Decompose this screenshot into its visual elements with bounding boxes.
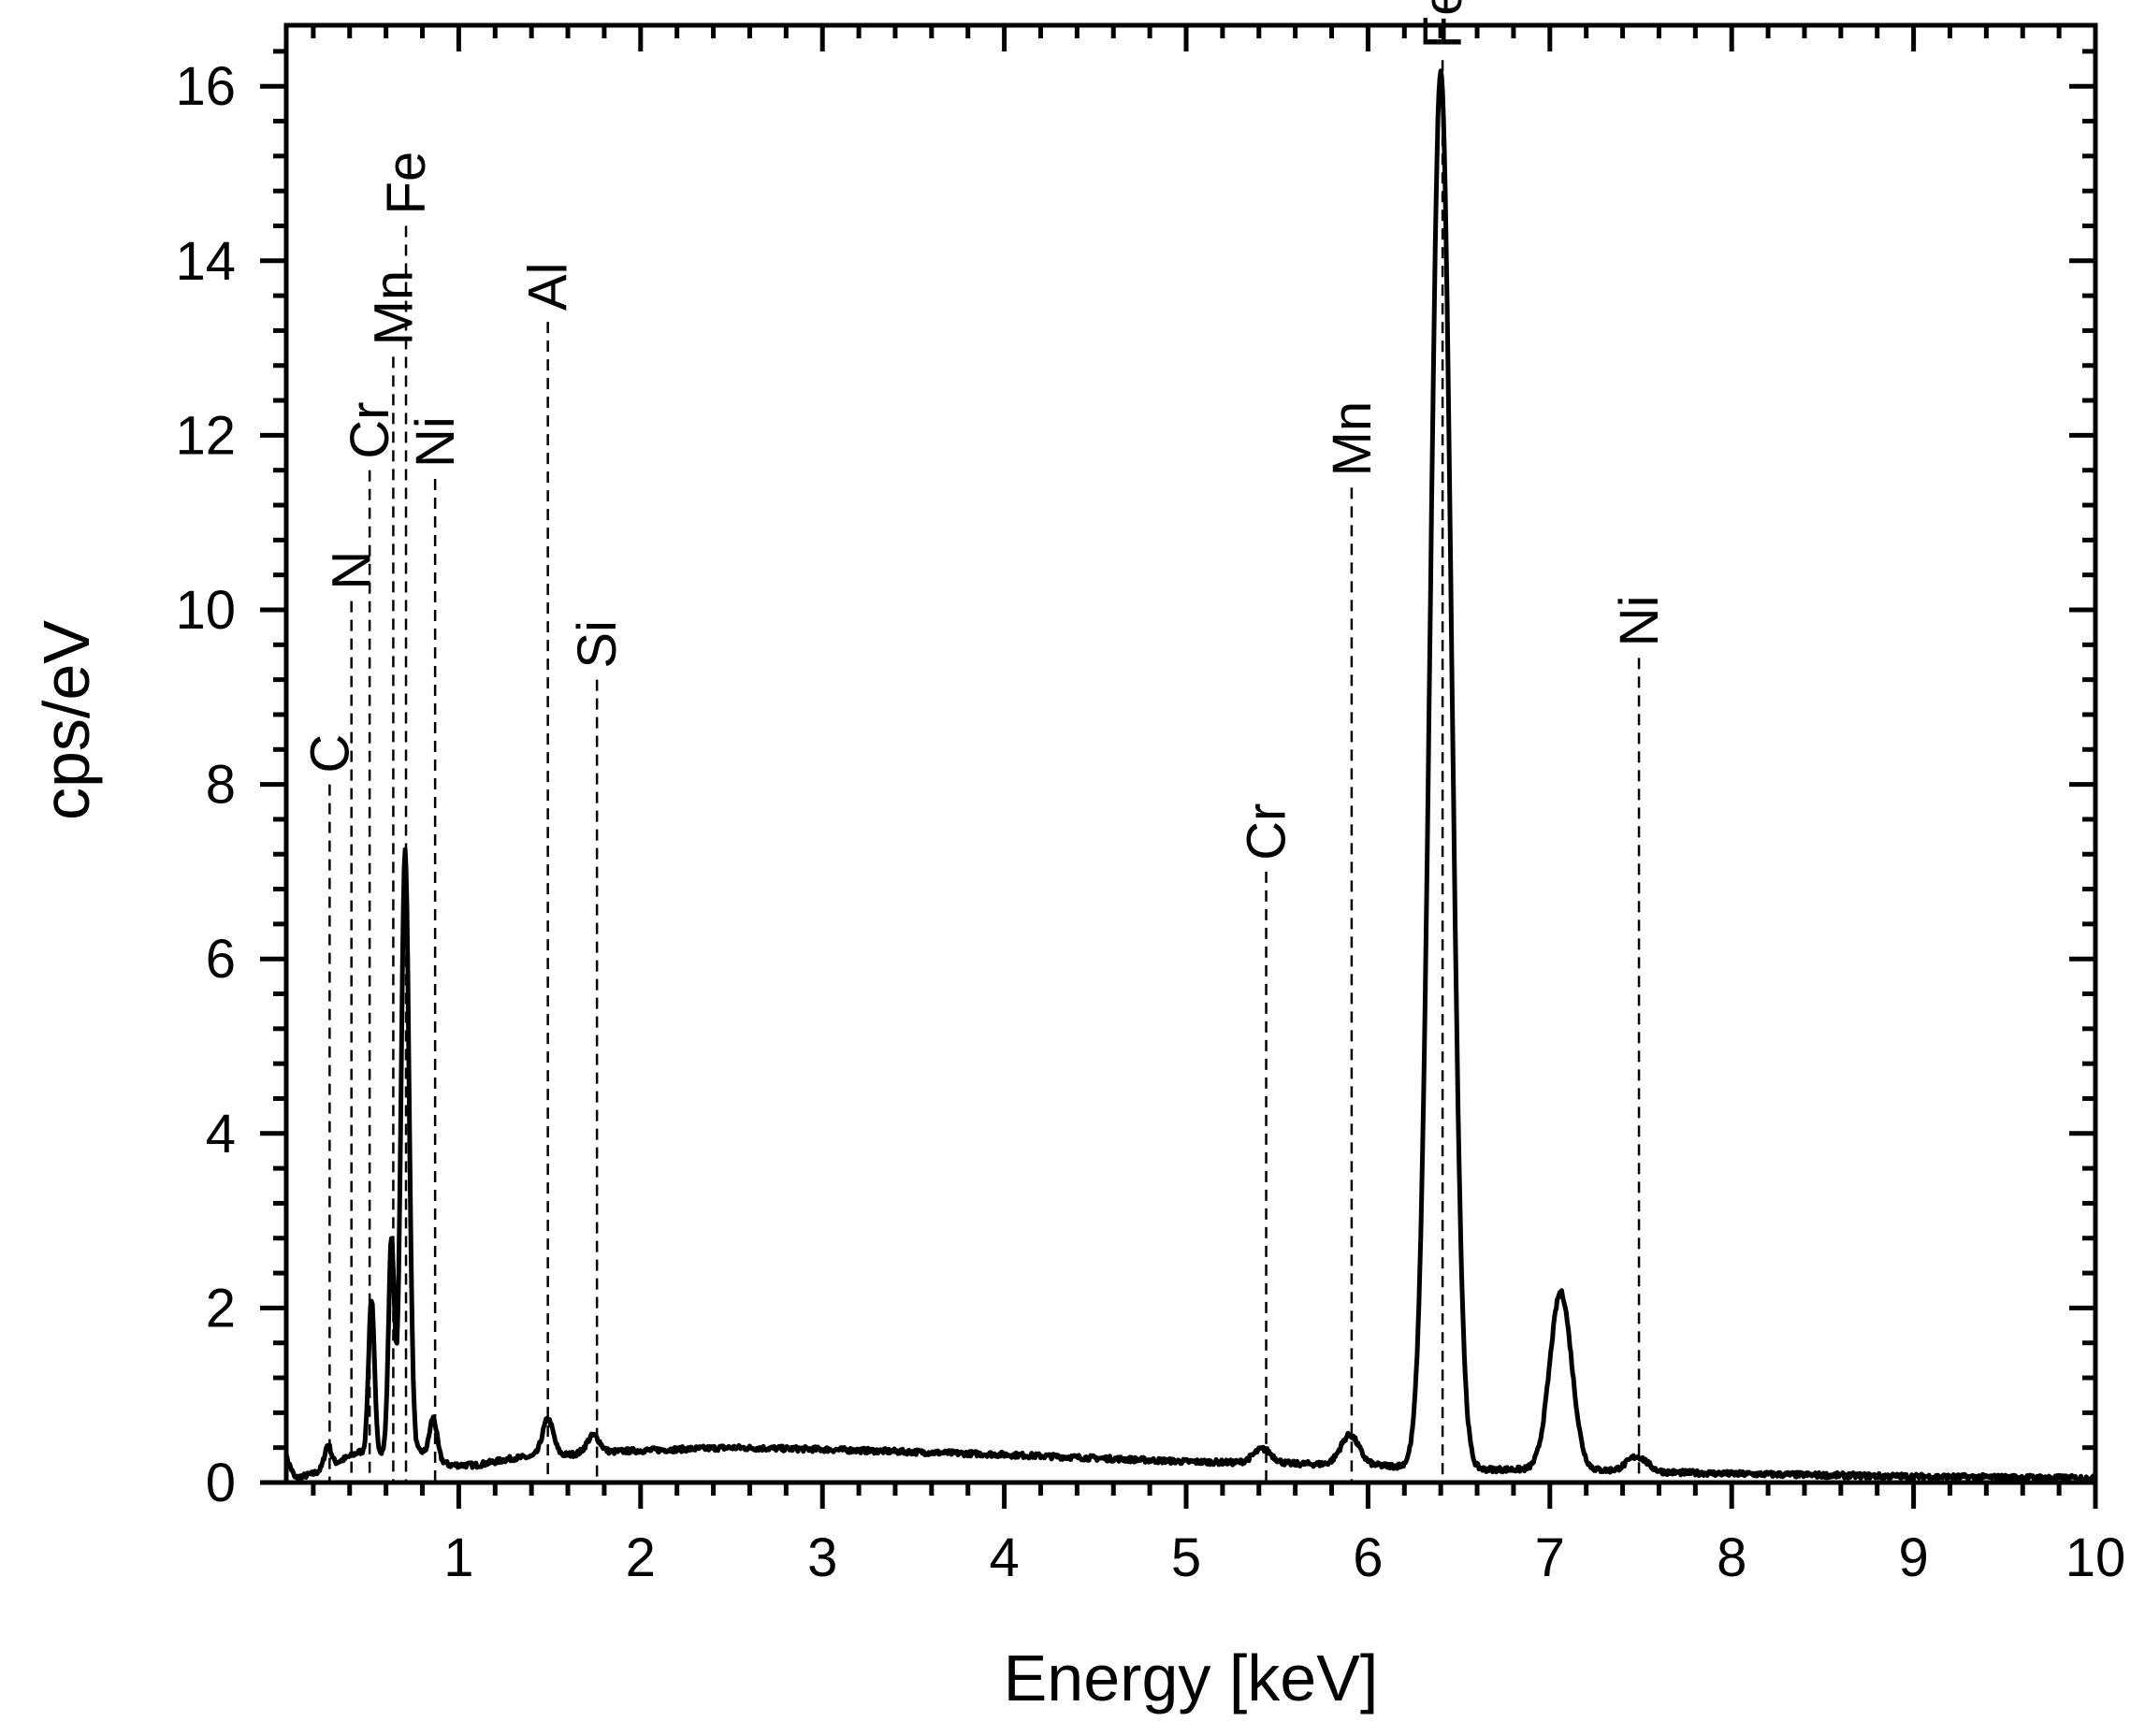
y-tick-label: 4 <box>206 1104 236 1165</box>
y-tick-label: 6 <box>206 929 236 990</box>
element-label: Cr <box>1237 803 1297 861</box>
x-tick-label: 5 <box>1171 1527 1201 1588</box>
x-tick-label: 1 <box>443 1527 473 1588</box>
x-tick-label: 2 <box>626 1527 656 1588</box>
element-label: Ni <box>1609 596 1670 647</box>
element-label: Si <box>567 620 628 669</box>
plot-frame <box>283 22 2098 1485</box>
y-tick-labels: 0 2 4 6 8 10 12 14 16 <box>175 56 236 1513</box>
x-tick-label: 6 <box>1353 1527 1383 1588</box>
y-axis-title: cps/eV <box>30 620 103 820</box>
x-tick-label: 8 <box>1717 1527 1746 1588</box>
x-tick-label: 7 <box>1535 1527 1565 1588</box>
x-tick-label: 9 <box>1898 1527 1928 1588</box>
y-tick-label: 8 <box>206 755 236 816</box>
element-label: C <box>299 734 360 774</box>
x-axis-title: Energy [keV] <box>1004 1642 1379 1714</box>
element-label: Fe <box>376 152 437 215</box>
x-tick-label: 3 <box>807 1527 837 1588</box>
x-tick-label: 4 <box>989 1527 1019 1588</box>
spectrum-line <box>283 68 2098 1483</box>
y-tick-label: 0 <box>206 1453 236 1513</box>
y-tick-label: 10 <box>175 580 236 641</box>
x-tick-label: 10 <box>2065 1527 2126 1588</box>
y-tick-label: 2 <box>206 1278 236 1338</box>
x-tick-labels: 1 2 3 4 5 6 7 8 9 10 <box>443 1527 2125 1588</box>
element-label: Mn <box>363 270 424 346</box>
y-tick-label: 14 <box>175 231 236 292</box>
element-label: Mn <box>1322 401 1383 477</box>
y-tick-label: 12 <box>175 405 236 466</box>
element-label: N <box>322 551 383 590</box>
element-label: Cr <box>340 402 400 459</box>
y-tick-label: 16 <box>175 56 236 117</box>
element-label: Ni <box>405 416 466 468</box>
element-label: Al <box>518 263 579 311</box>
